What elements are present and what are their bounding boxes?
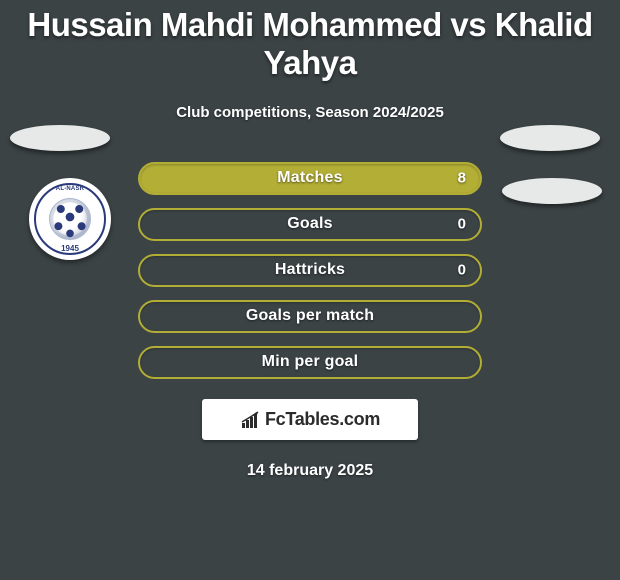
stat-pill: Matches 8 xyxy=(138,162,482,195)
stat-pill: Min per goal xyxy=(138,346,482,379)
branding-text: FcTables.com xyxy=(265,409,380,430)
comparison-card: Hussain Mahdi Mohammed vs Khalid Yahya C… xyxy=(0,0,620,580)
stat-label: Matches xyxy=(277,169,342,187)
footer-date: 14 february 2025 xyxy=(0,462,620,480)
page-title: Hussain Mahdi Mohammed vs Khalid Yahya xyxy=(0,0,620,82)
stat-value: 0 xyxy=(458,216,466,233)
stat-label: Hattricks xyxy=(275,261,345,279)
stat-value: 0 xyxy=(458,262,466,279)
stat-value: 8 xyxy=(458,170,466,187)
stat-pill: Goals 0 xyxy=(138,208,482,241)
stat-pill: Hattricks 0 xyxy=(138,254,482,287)
branding-badge: FcTables.com xyxy=(202,399,418,440)
player-b-marker-top xyxy=(500,125,600,151)
stat-pill: Goals per match xyxy=(138,300,482,333)
chart-up-icon xyxy=(240,411,262,429)
stat-row-matches: Matches 8 xyxy=(0,155,620,201)
stat-label: Goals per match xyxy=(246,307,374,325)
stat-row-goals: Goals 0 xyxy=(0,201,620,247)
stat-label: Min per goal xyxy=(262,353,359,371)
stat-label: Goals xyxy=(287,215,332,233)
subtitle: Club competitions, Season 2024/2025 xyxy=(0,104,620,121)
stat-row-min-per-goal: Min per goal xyxy=(0,339,620,385)
player-a-marker xyxy=(10,125,110,151)
stat-row-hattricks: Hattricks 0 xyxy=(0,247,620,293)
stat-row-goals-per-match: Goals per match xyxy=(0,293,620,339)
stats-area: Matches 8 Goals 0 Hattricks 0 Goals per … xyxy=(0,155,620,385)
